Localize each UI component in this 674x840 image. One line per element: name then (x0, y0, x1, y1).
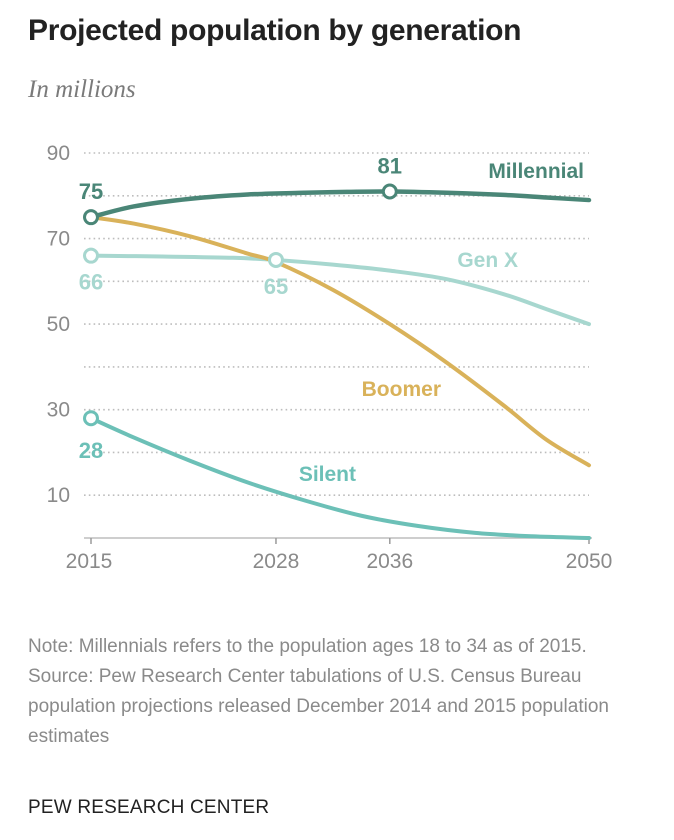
footer-credit: PEW RESEARCH CENTER (28, 797, 270, 818)
x-tick-label: 2028 (253, 550, 300, 573)
line-chart: 10 30 50 70 90 2015 2028 2036 2050 28 66 65 75 81 Si… (47, 142, 613, 573)
data-value-label: 75 (79, 179, 103, 204)
series-name-label-millennial: Millennial (488, 160, 584, 183)
data-value-label: 81 (378, 154, 402, 179)
series-lines (88, 189, 592, 540)
data-point-marker (83, 247, 99, 264)
series-name-label-gen-x: Gen X (457, 249, 518, 272)
chart-note: Note: Millennials refers to the populati… (28, 636, 587, 657)
data-point-marker (83, 209, 99, 226)
series-markers (83, 183, 398, 427)
series-line-gen-x (89, 253, 591, 327)
series-line-boomer (89, 215, 591, 468)
data-point-marker (83, 410, 99, 427)
y-tick-label: 30 (47, 399, 70, 422)
y-tick-label: 10 (47, 484, 70, 507)
chart-subtitle: In millions (28, 76, 136, 103)
data-value-label: 66 (79, 270, 103, 295)
chart-source: Source: Pew Research Center tabulations … (28, 666, 609, 747)
y-axis: 10 30 50 70 90 (47, 142, 70, 507)
x-tick-label: 2050 (566, 550, 613, 573)
y-tick-label: 50 (47, 313, 70, 336)
data-point-marker (267, 251, 284, 268)
series-name-label-silent: Silent (299, 463, 356, 486)
data-point-marker (381, 183, 398, 200)
x-tick-label: 2015 (66, 550, 113, 573)
y-tick-label: 90 (47, 142, 70, 165)
data-value-label: 65 (264, 274, 288, 299)
notes-block: Note: Millennials refers to the populati… (28, 632, 658, 752)
y-tick-label: 70 (47, 228, 70, 251)
x-tick-label: 2036 (366, 550, 413, 573)
x-axis: 2015 2028 2036 2050 (66, 538, 613, 573)
gridlines (84, 152, 592, 539)
chart-title: Projected population by generation (28, 14, 522, 47)
data-value-label: 28 (79, 438, 103, 463)
series-line-silent (89, 416, 591, 540)
series-line-millennial (88, 189, 592, 220)
series-labels: 28 66 65 75 81 Silent Gen X Boomer Millennial (79, 154, 584, 487)
series-name-label-boomer: Boomer (362, 378, 441, 401)
